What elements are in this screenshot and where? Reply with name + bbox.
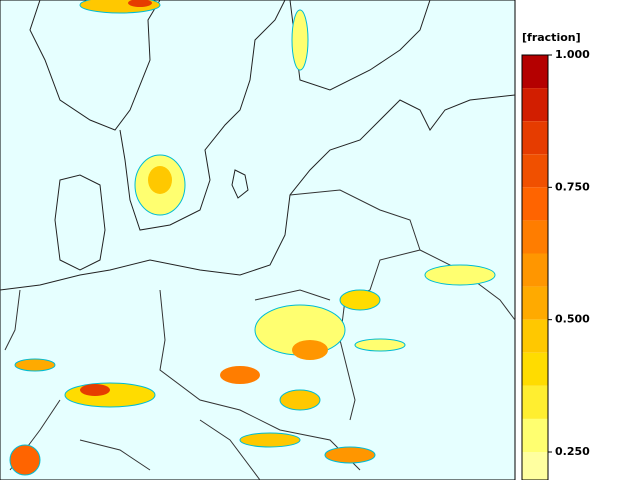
color-band (522, 88, 548, 122)
color-band (522, 418, 548, 452)
precip-area (354, 338, 406, 352)
precip-area (80, 384, 110, 396)
color-band (522, 385, 548, 419)
color-band (522, 352, 548, 386)
map-frame (0, 0, 516, 480)
precip-area (220, 366, 260, 384)
precip-area (324, 446, 376, 464)
tick-label: 1.000 (555, 48, 590, 61)
color-band (522, 55, 548, 89)
precip-area (148, 166, 172, 194)
precip-area (339, 289, 381, 311)
precip-area (239, 432, 301, 448)
precip-area (14, 358, 56, 372)
coastline (231, 169, 249, 199)
coastline (0, 94, 516, 291)
color-band (522, 452, 548, 480)
tick-label: 0.750 (555, 180, 590, 193)
border (159, 289, 361, 471)
tick-label: 0.500 (555, 313, 590, 326)
precip-area (424, 264, 496, 286)
precip-area (128, 0, 152, 7)
color-band (522, 121, 548, 155)
precip-area (64, 382, 156, 408)
map (0, 0, 516, 480)
precipitation-field (9, 0, 496, 476)
precip-area (292, 340, 328, 360)
coastline (54, 174, 106, 271)
precip-area (291, 9, 309, 71)
precip-area (279, 389, 321, 411)
coastline (29, 0, 161, 131)
color-band (522, 220, 548, 254)
color-band (522, 286, 548, 320)
legend-title: [fraction] (522, 31, 581, 44)
coastline (119, 0, 286, 231)
tick-label: 0.250 (555, 445, 590, 458)
border (4, 249, 516, 471)
border (289, 189, 421, 421)
color-band (522, 319, 548, 353)
precip-area (9, 444, 41, 476)
colorbar-frame (521, 54, 549, 480)
color-band (522, 187, 548, 221)
color-band (522, 154, 548, 188)
color-band (522, 253, 548, 287)
border (199, 289, 331, 480)
